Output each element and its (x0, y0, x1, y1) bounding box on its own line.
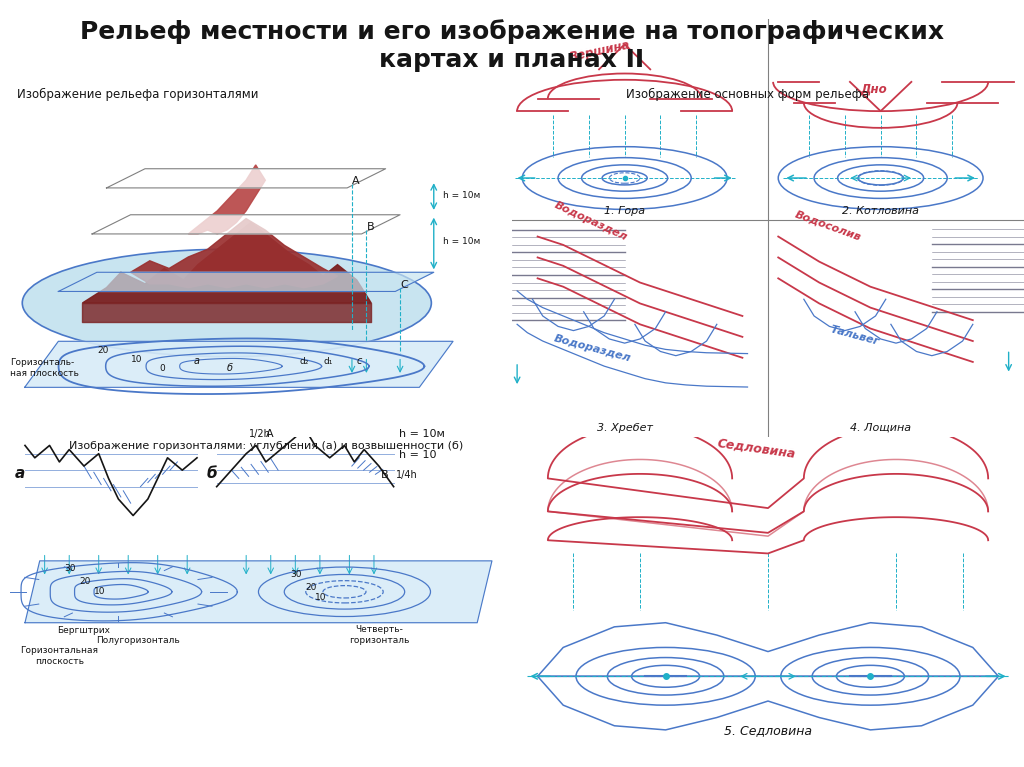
Text: 30: 30 (65, 565, 76, 573)
Polygon shape (25, 341, 453, 387)
Text: 20: 20 (305, 583, 316, 591)
Text: B: B (367, 222, 374, 232)
Text: d₂: d₂ (299, 357, 308, 366)
Text: c: c (356, 356, 362, 366)
Text: a: a (194, 356, 199, 366)
Text: 0: 0 (160, 364, 165, 374)
Text: 1/2h: 1/2h (249, 430, 270, 439)
Text: Горизонтальная
плоскость: Горизонтальная плоскость (20, 646, 98, 666)
Polygon shape (25, 561, 492, 623)
Text: a: a (15, 466, 26, 482)
Text: Изображение основных форм рельефа: Изображение основных форм рельефа (626, 88, 869, 101)
Polygon shape (82, 222, 371, 303)
Text: Полугоризонталь: Полугоризонталь (96, 637, 180, 645)
Polygon shape (58, 272, 434, 291)
Text: Рельеф местности и его изображение на топографических
картах и планах II: Рельеф местности и его изображение на то… (80, 19, 944, 72)
Text: Четверть-
горизонталь: Четверть- горизонталь (349, 625, 409, 645)
Text: Горизонталь-
ная плоскость: Горизонталь- ная плоскость (10, 357, 79, 378)
Text: 20: 20 (79, 577, 90, 585)
Text: h = 10м: h = 10м (443, 190, 480, 199)
Text: A: A (266, 430, 273, 439)
Text: б: б (227, 364, 232, 374)
Text: Дно: Дно (860, 82, 887, 95)
Text: 10: 10 (315, 593, 327, 602)
Text: 30: 30 (291, 571, 302, 579)
Text: Седловина: Седловина (717, 437, 797, 461)
Text: Водосолив: Водосолив (794, 209, 862, 242)
Text: Водораздел: Водораздел (553, 334, 632, 364)
Text: Бергштрих: Бергштрих (57, 626, 111, 635)
Polygon shape (188, 165, 265, 234)
Text: б: б (207, 466, 217, 482)
Text: 1. Гора: 1. Гора (604, 206, 645, 216)
Polygon shape (131, 219, 338, 288)
Text: Тальвег: Тальвег (829, 324, 881, 347)
Polygon shape (92, 215, 400, 234)
Polygon shape (106, 169, 386, 188)
Text: 10: 10 (94, 587, 105, 596)
Text: Изображение рельефа горизонталями: Изображение рельефа горизонталями (17, 88, 259, 101)
Text: B: B (381, 470, 389, 480)
Text: 4. Лощина: 4. Лощина (850, 423, 911, 433)
Ellipse shape (23, 249, 431, 357)
Text: h = 10м: h = 10м (443, 236, 480, 245)
Text: 3. Хребет: 3. Хребет (597, 423, 652, 433)
Text: Водораздел: Водораздел (553, 200, 629, 242)
Text: h = 10: h = 10 (398, 449, 436, 459)
Text: 5. Седловина: 5. Седловина (724, 724, 812, 737)
Text: 20: 20 (97, 346, 109, 355)
Text: 10: 10 (131, 355, 142, 364)
Text: Вершина: Вершина (568, 38, 632, 64)
Text: 2. Котловина: 2. Котловина (842, 206, 920, 216)
Text: C: C (400, 280, 408, 290)
Text: Изображение горизонталями: углубления (а) и возвышенности (б): Изображение горизонталями: углубления (а… (69, 441, 464, 451)
Text: A: A (352, 176, 359, 186)
Text: d₁: d₁ (324, 357, 333, 366)
Text: h = 10м: h = 10м (398, 430, 444, 439)
Text: 1/4h: 1/4h (396, 470, 418, 480)
